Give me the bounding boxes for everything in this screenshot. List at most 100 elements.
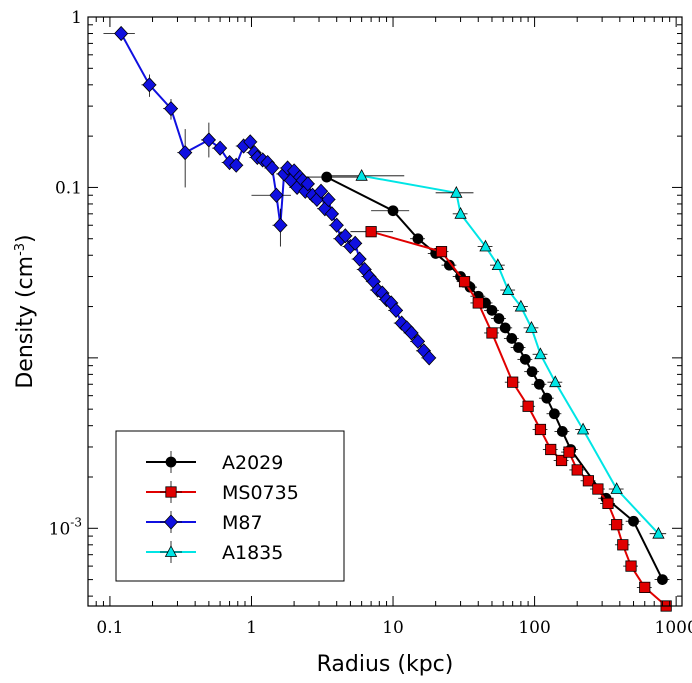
- data-point-a2029: [499, 322, 511, 334]
- legend-marker-m87: [163, 514, 179, 530]
- y-tick-label-base: 10: [49, 519, 71, 539]
- legend: A2029 MS0735 M87 A1835: [115, 430, 345, 582]
- data-point-a2029: [506, 333, 518, 344]
- x-axis-title: Radius (kpc): [317, 652, 454, 677]
- data-point-a2029: [321, 171, 333, 183]
- data-point-ms0735: [472, 297, 484, 309]
- legend-label-ms0735: MS0735: [222, 482, 299, 504]
- data-point-m87: [178, 145, 193, 161]
- data-point-ms0735: [365, 226, 377, 238]
- data-layer: [103, 25, 674, 612]
- legend-box: [115, 430, 345, 582]
- series-m87: [103, 25, 437, 366]
- y-tick-label-base: 0.1: [55, 178, 82, 198]
- legend-label-a1835: A1835: [222, 542, 283, 564]
- data-point-ms0735: [625, 560, 637, 572]
- series-ms0735: [350, 226, 674, 612]
- data-point-a1835: [450, 185, 463, 198]
- data-point-ms0735: [563, 446, 575, 458]
- data-point-a1835: [501, 283, 515, 295]
- data-point-m87: [313, 183, 329, 199]
- x-tick-label: 1000: [655, 618, 692, 638]
- data-point-m87: [243, 134, 258, 150]
- data-point-m87: [213, 140, 228, 156]
- y-axis-title-exponent: -3: [13, 243, 28, 256]
- data-point-a1835: [534, 347, 547, 360]
- data-point-m87: [352, 251, 367, 267]
- data-point-a2029: [548, 408, 560, 420]
- data-point-ms0735: [435, 246, 448, 258]
- y-tick-label-exponent: -3: [70, 515, 82, 529]
- data-point-a1835: [576, 422, 590, 435]
- data-point-ms0735: [555, 454, 568, 467]
- legend-marker-ms0735: [165, 486, 177, 498]
- y-tick-label-base: 1: [71, 8, 82, 28]
- data-point-a1835: [514, 299, 528, 312]
- data-point-m87: [329, 217, 344, 233]
- data-point-ms0735: [571, 464, 583, 476]
- data-point-m87: [348, 235, 363, 251]
- series-line-a1835: [361, 174, 660, 535]
- data-point-ms0735: [611, 519, 623, 531]
- x-tick-label: 0.1: [96, 618, 123, 638]
- axis-ticks: 0.1110100100010.110-3: [49, 8, 692, 638]
- data-point-a1835: [491, 258, 504, 271]
- data-point-ms0735: [522, 400, 534, 412]
- y-axis-title: Density (cm-3): [13, 234, 38, 388]
- data-point-ms0735: [602, 497, 614, 509]
- data-point-m87: [388, 302, 404, 318]
- x-tick-label: 10: [382, 618, 404, 638]
- plot-frame: [87, 16, 683, 607]
- y-tick-label: 10-3: [49, 515, 82, 539]
- data-point-a2029: [387, 205, 399, 217]
- y-tick-label: 0.1: [55, 178, 82, 198]
- data-point-ms0735: [486, 327, 498, 339]
- data-point-a1835: [479, 239, 492, 252]
- data-point-a1835: [652, 526, 665, 539]
- data-point-m87: [114, 25, 129, 42]
- legend-entry-m87: M87: [146, 511, 263, 534]
- legend-label-a2029: A2029: [222, 452, 283, 474]
- data-point-ms0735: [639, 581, 651, 593]
- data-point-m87: [300, 176, 315, 192]
- data-point-ms0735: [507, 376, 519, 388]
- data-point-m87: [422, 350, 437, 366]
- data-point-ms0735: [582, 475, 595, 487]
- data-point-a1835: [355, 168, 368, 181]
- data-point-a2029: [657, 574, 668, 585]
- data-point-a2029: [486, 304, 498, 316]
- data-point-m87: [163, 101, 179, 117]
- y-axis-title-main: Density (cm: [13, 256, 38, 389]
- data-point-m87: [269, 187, 284, 203]
- data-point-a1835: [549, 375, 562, 388]
- data-point-ms0735: [534, 423, 547, 436]
- legend-marker-a1835: [164, 545, 178, 557]
- data-point-a2029: [526, 366, 538, 378]
- data-point-a1835: [610, 482, 623, 494]
- data-point-m87: [404, 325, 419, 341]
- data-point-a2029: [556, 426, 568, 437]
- data-point-m87: [142, 77, 157, 93]
- data-point-a2029: [493, 313, 505, 324]
- x-tick-label: 1: [246, 618, 257, 638]
- data-point-a2029: [533, 378, 545, 390]
- data-point-a2029: [443, 259, 455, 271]
- data-point-m87: [410, 333, 426, 349]
- data-point-ms0735: [458, 276, 471, 288]
- legend-label-m87: M87: [222, 512, 263, 534]
- data-point-a2029: [412, 233, 424, 245]
- series-a1835: [328, 168, 667, 539]
- x-tick-label: 100: [518, 618, 550, 638]
- data-point-ms0735: [592, 483, 604, 495]
- data-point-ms0735: [617, 539, 629, 551]
- data-point-m87: [338, 228, 353, 244]
- data-point-a2029: [541, 392, 553, 404]
- legend-entry-ms0735: MS0735: [146, 481, 299, 504]
- data-point-a2029: [513, 342, 524, 353]
- y-tick-label: 1: [71, 8, 82, 28]
- data-point-a1835: [525, 320, 538, 333]
- data-point-a2029: [519, 353, 531, 365]
- data-point-m87: [229, 157, 244, 173]
- legend-entry-a1835: A1835: [146, 541, 283, 564]
